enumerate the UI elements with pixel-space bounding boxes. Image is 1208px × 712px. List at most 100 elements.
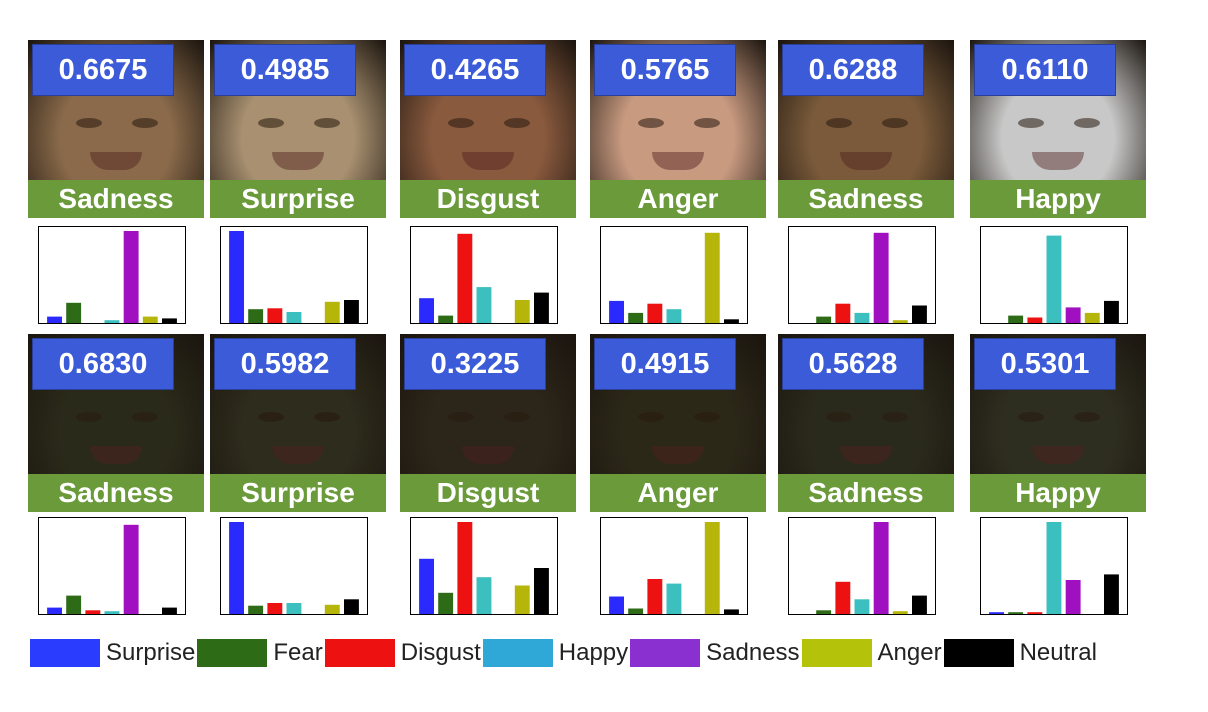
legend-swatch — [197, 639, 268, 667]
bar-happy — [286, 603, 302, 614]
eye-shape — [132, 412, 158, 422]
legend-item-disgust: Disgust — [324, 639, 481, 667]
eye-shape — [448, 412, 474, 422]
bar-surprise — [609, 300, 624, 323]
confidence-score: 0.5301 — [974, 338, 1116, 390]
mouth-shape — [462, 446, 514, 464]
bar-chart-svg — [47, 524, 177, 614]
bar-chart-svg — [47, 231, 177, 323]
probability-bar-chart — [220, 226, 368, 324]
legend: Surprise Fear Disgust Happy Sadness Anger Neut… — [30, 636, 1099, 670]
bar-sadness — [1065, 580, 1081, 614]
legend-swatch — [801, 639, 872, 667]
face-image: 0.5765 Anger — [590, 40, 766, 218]
bar-disgust — [647, 579, 663, 614]
bar-sadness — [873, 522, 889, 614]
confidence-score: 0.5765 — [594, 44, 736, 96]
bar-surprise — [47, 316, 62, 323]
bar-happy — [476, 287, 492, 323]
legend-swatch — [324, 639, 395, 667]
bar-surprise — [229, 231, 244, 323]
probability-bar-chart — [410, 226, 558, 324]
emotion-label: Happy — [970, 180, 1146, 218]
bar-sadness — [1065, 307, 1081, 323]
face-image: 0.5628 Sadness — [778, 334, 954, 512]
emotion-label: Anger — [590, 180, 766, 218]
probability-bar-chart — [600, 517, 748, 615]
probability-bar-chart — [38, 517, 186, 615]
bar-neutral — [1104, 300, 1119, 323]
eye-shape — [76, 118, 102, 128]
emotion-label: Disgust — [400, 180, 576, 218]
legend-item-neutral: Neutral — [943, 639, 1097, 667]
bar-disgust — [267, 308, 283, 323]
bar-neutral — [344, 599, 359, 614]
confidence-score: 0.6110 — [974, 44, 1116, 96]
bar-chart-svg — [1008, 235, 1119, 323]
bar-fear — [66, 302, 82, 323]
bar-fear — [248, 605, 264, 614]
bar-anger — [514, 300, 530, 323]
mouth-shape — [1032, 152, 1084, 170]
bar-surprise — [609, 596, 624, 614]
bar-happy — [286, 312, 302, 323]
bar-disgust — [267, 603, 283, 614]
bar-sadness — [873, 232, 889, 323]
eye-shape — [314, 118, 340, 128]
bar-fear — [438, 315, 454, 323]
bar-surprise — [419, 298, 434, 323]
probability-bar-chart — [410, 517, 558, 615]
bar-anger — [324, 604, 340, 614]
mouth-shape — [90, 152, 142, 170]
bar-surprise — [47, 607, 62, 614]
bar-disgust — [85, 610, 101, 614]
probability-bar-chart — [38, 226, 186, 324]
probability-bar-chart — [788, 226, 936, 324]
emotion-label: Happy — [970, 474, 1146, 512]
eye-shape — [694, 118, 720, 128]
eye-shape — [826, 412, 852, 422]
legend-swatch — [943, 639, 1014, 667]
bar-happy — [104, 611, 120, 614]
eye-shape — [504, 118, 530, 128]
probability-bar-chart — [980, 226, 1128, 324]
eye-shape — [1074, 118, 1100, 128]
bar-surprise — [229, 522, 244, 614]
bar-surprise — [989, 612, 1004, 614]
bar-chart-svg — [989, 522, 1119, 614]
mouth-shape — [272, 446, 324, 464]
eye-shape — [448, 118, 474, 128]
bar-anger — [514, 585, 530, 614]
face-image: 0.4265 Disgust — [400, 40, 576, 218]
bar-happy — [1046, 235, 1062, 323]
mouth-shape — [462, 152, 514, 170]
bar-fear — [628, 312, 644, 323]
bar-neutral — [162, 607, 177, 614]
confidence-score: 0.4985 — [214, 44, 356, 96]
confidence-score: 0.6830 — [32, 338, 174, 390]
face-image: 0.3225 Disgust — [400, 334, 576, 512]
confidence-score: 0.5628 — [782, 338, 924, 390]
face-image: 0.5301 Happy — [970, 334, 1146, 512]
bar-chart-svg — [419, 522, 549, 614]
legend-item-happy: Happy — [482, 639, 628, 667]
bar-anger — [142, 316, 158, 323]
bar-disgust — [1027, 612, 1043, 614]
bar-neutral — [1104, 574, 1119, 614]
mouth-shape — [840, 446, 892, 464]
mouth-shape — [652, 446, 704, 464]
legend-label: Surprise — [106, 639, 196, 666]
eye-shape — [882, 118, 908, 128]
mouth-shape — [652, 152, 704, 170]
emotion-label: Surprise — [210, 180, 386, 218]
bar-happy — [854, 312, 870, 323]
mouth-shape — [272, 152, 324, 170]
bar-disgust — [835, 581, 851, 614]
emotion-label: Anger — [590, 474, 766, 512]
eye-shape — [1018, 118, 1044, 128]
bar-anger — [704, 522, 720, 614]
bar-happy — [666, 309, 682, 323]
bar-disgust — [647, 303, 663, 323]
face-image: 0.4915 Anger — [590, 334, 766, 512]
confidence-score: 0.5982 — [214, 338, 356, 390]
